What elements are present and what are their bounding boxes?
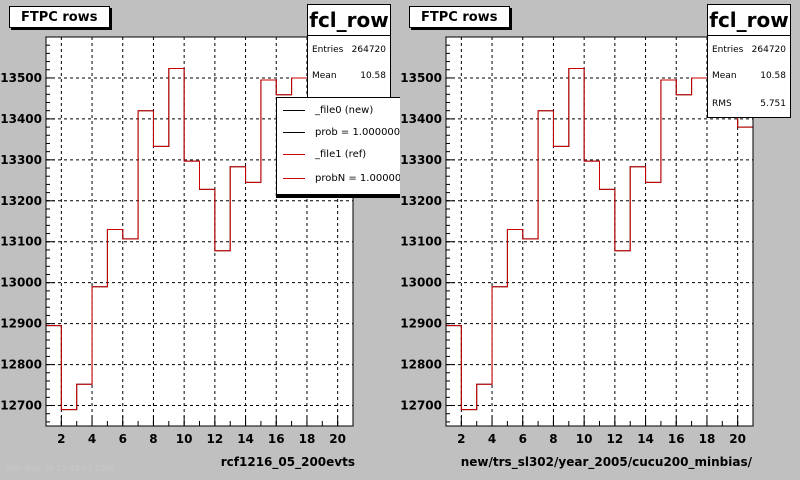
right-stats-mean-row: Mean 10.58 <box>712 71 786 81</box>
right-stats-name: fcl_row <box>708 5 790 36</box>
x-tick-label: 14 <box>637 432 654 446</box>
x-tick-label: 10 <box>176 432 193 446</box>
legend-entry-file1: _file1 (ref) <box>283 144 366 164</box>
x-tick-label: 8 <box>149 432 157 446</box>
right-stats-mean-value: 10.58 <box>760 71 786 81</box>
left-stats-mean-label: Mean <box>312 71 337 81</box>
x-tick-label: 4 <box>88 432 96 446</box>
left-pad: 2 4 6 8 10 12 14 16 18 20 12700 12800 12900 13000 1310… <box>0 4 400 473</box>
left-stats-entries-value: 264720 <box>351 45 386 55</box>
right-stats-entries-row: Entries 264720 <box>712 45 786 55</box>
plot-frame <box>45 36 354 427</box>
right-stats-entries-value: 264720 <box>751 45 786 55</box>
right-pad: 2 4 6 8 10 12 14 16 18 20 12700 12800 12900 13000 1310… <box>400 0 800 480</box>
legend-entry-file0: _file0 (new) <box>283 100 373 120</box>
x-tick-label: 10 <box>576 432 593 446</box>
left-stats-entries-row: Entries 264720 <box>312 45 386 55</box>
legend-box: _file0 (new) prob = 1.000000 _file1 (ref… <box>276 97 400 195</box>
footer-timestamp: Mon Aug 29 15:40:07 2005 <box>6 464 116 473</box>
right-stats-mean-label: Mean <box>712 71 737 81</box>
left-stats-entries-label: Entries <box>312 45 344 55</box>
x-tick-label: 20 <box>329 432 346 446</box>
histogram-series--file1-ref- <box>446 68 753 411</box>
x-tick-label: 14 <box>237 432 254 446</box>
right-stats-rms-label: RMS <box>712 99 732 109</box>
x-tick-label: 18 <box>299 432 316 446</box>
histogram-series--file1-ref- <box>46 68 353 411</box>
legend-label-probN: probN = 1.000000 <box>315 172 400 184</box>
y-tick-label: 13300 <box>400 153 442 167</box>
y-tick-label: 13000 <box>400 276 442 290</box>
legend-swatch-red <box>283 177 305 179</box>
x-tick-label: 4 <box>488 432 496 446</box>
y-tick-label: 13300 <box>0 153 42 167</box>
right-stats-entries-label: Entries <box>712 45 744 55</box>
y-tick-label: 13100 <box>0 235 42 249</box>
x-tick-label: 8 <box>549 432 557 446</box>
y-tick-label: 13500 <box>0 71 42 85</box>
y-tick-label: 12800 <box>400 358 442 372</box>
legend-label-file0: _file0 (new) <box>315 104 374 116</box>
legend-entry-prob: prob = 1.000000 <box>283 122 400 142</box>
y-tick-label: 12800 <box>0 358 42 372</box>
right-x-axis-label: new/trs_sl302/year_2005/cucu200_minbias/ <box>460 455 752 469</box>
y-tick-label: 13200 <box>400 194 442 208</box>
y-tick-label: 13400 <box>0 112 42 126</box>
x-tick-label: 12 <box>206 432 223 446</box>
right-histogram-plot: 2 4 6 8 10 12 14 16 18 20 12700 12800 12900 13000 1310… <box>400 36 754 446</box>
left-stats-name: fcl_row <box>308 5 390 36</box>
legend-entry-probN: probN = 1.000000 <box>283 168 400 188</box>
y-tick-label: 13500 <box>400 71 442 85</box>
right-plot-title: FTPC rows <box>409 6 510 28</box>
x-tick-label: 18 <box>699 432 716 446</box>
x-tick-label: 16 <box>268 432 285 446</box>
left-stats-mean-row: Mean 10.58 <box>312 71 386 81</box>
y-tick-label: 13400 <box>400 112 442 126</box>
x-tick-label: 12 <box>606 432 623 446</box>
y-tick-label: 13200 <box>0 194 42 208</box>
plot-area <box>446 37 753 426</box>
legend-swatch-black <box>283 109 305 111</box>
legend-label-prob: prob = 1.000000 <box>315 126 400 138</box>
legend-swatch-red <box>283 153 305 155</box>
x-tick-label: 16 <box>668 432 685 446</box>
y-tick-label: 13000 <box>0 276 42 290</box>
right-stats-rms-row: RMS 5.751 <box>712 99 786 109</box>
legend-swatch-black <box>283 131 305 133</box>
right-stats-box: fcl_row Entries 264720 Mean 10.58 RMS 5.… <box>707 4 791 118</box>
x-tick-label: 2 <box>57 432 65 446</box>
x-tick-label: 20 <box>729 432 746 446</box>
x-tick-label: 6 <box>119 432 127 446</box>
left-stats-mean-value: 10.58 <box>360 71 386 81</box>
x-tick-label: 6 <box>519 432 527 446</box>
plot-frame <box>445 36 754 427</box>
y-tick-label: 12900 <box>400 317 442 331</box>
y-tick-label: 12700 <box>0 399 42 413</box>
x-tick-label: 2 <box>457 432 465 446</box>
left-plot-title: FTPC rows <box>9 6 110 28</box>
y-tick-label: 12700 <box>400 399 442 413</box>
y-tick-label: 13100 <box>400 235 442 249</box>
right-stats-rms-value: 5.751 <box>760 99 786 109</box>
legend-label-file1: _file1 (ref) <box>315 148 367 160</box>
y-tick-label: 12900 <box>0 317 42 331</box>
left-x-axis-label: rcf1216_05_200evts <box>220 455 355 469</box>
